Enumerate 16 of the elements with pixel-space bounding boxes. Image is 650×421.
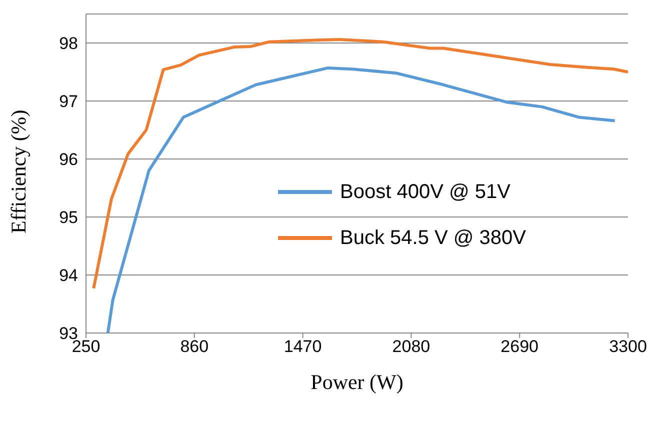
- y-tick-label: 98: [59, 34, 78, 54]
- line-series: [106, 66, 616, 333]
- x-tick-label: 2690: [500, 337, 539, 356]
- x-tick-label: 2080: [392, 337, 430, 356]
- legend-label: Buck 54.5 V @ 380V: [340, 226, 526, 250]
- y-tick-label: 97: [59, 92, 78, 112]
- line-series: [92, 38, 628, 290]
- legend-label: Boost 400V @ 51V: [340, 180, 510, 204]
- y-tick-label: 94: [59, 266, 78, 286]
- y-tick-label: 95: [59, 208, 78, 228]
- y-tick-label: 96: [59, 150, 78, 170]
- x-axis-title: Power (W): [310, 370, 404, 394]
- x-tick-label: 3300: [609, 337, 647, 356]
- x-tick-label: 1470: [284, 337, 322, 356]
- y-axis-title: Efficiency (%): [6, 110, 30, 234]
- x-tick-label: 860: [180, 337, 209, 356]
